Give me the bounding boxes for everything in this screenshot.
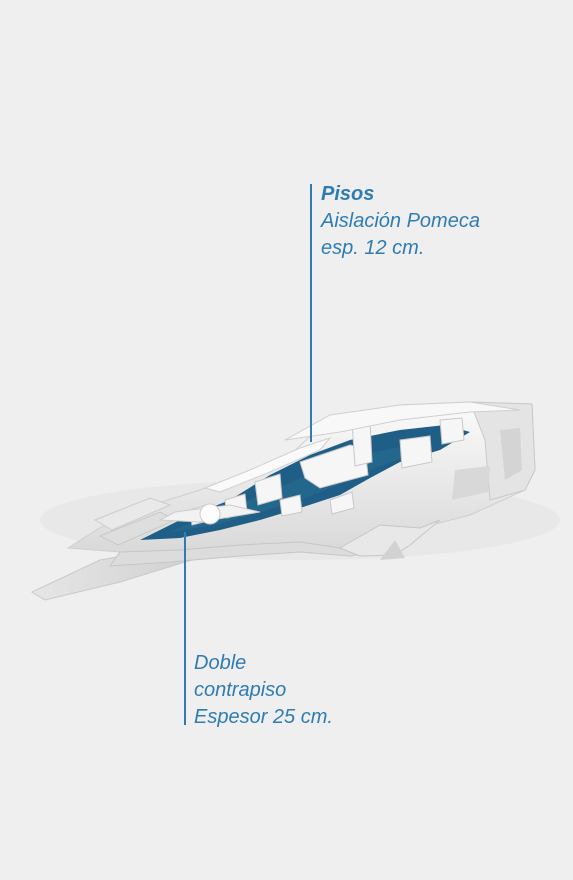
annotation-contrapiso: Doble contrapiso Espesor 25 cm.	[194, 650, 333, 731]
leader-line-pisos	[310, 184, 312, 442]
front-canopy	[338, 519, 441, 560]
annotation-contrapiso-line3: Espesor 25 cm.	[194, 706, 333, 728]
annotation-pisos-title: Pisos	[321, 183, 375, 205]
annotation-contrapiso-line1: Doble	[194, 652, 247, 674]
annotation-contrapiso-line2: contrapiso	[194, 679, 287, 701]
annotation-pisos: Pisos Aislación Pomeca esp. 12 cm.	[321, 181, 480, 262]
sphere-object	[199, 503, 221, 525]
leader-line-contrapiso	[184, 532, 186, 725]
annotation-pisos-line2: esp. 12 cm.	[321, 237, 425, 259]
annotation-pisos-line1: Aislación Pomeca	[321, 210, 480, 232]
